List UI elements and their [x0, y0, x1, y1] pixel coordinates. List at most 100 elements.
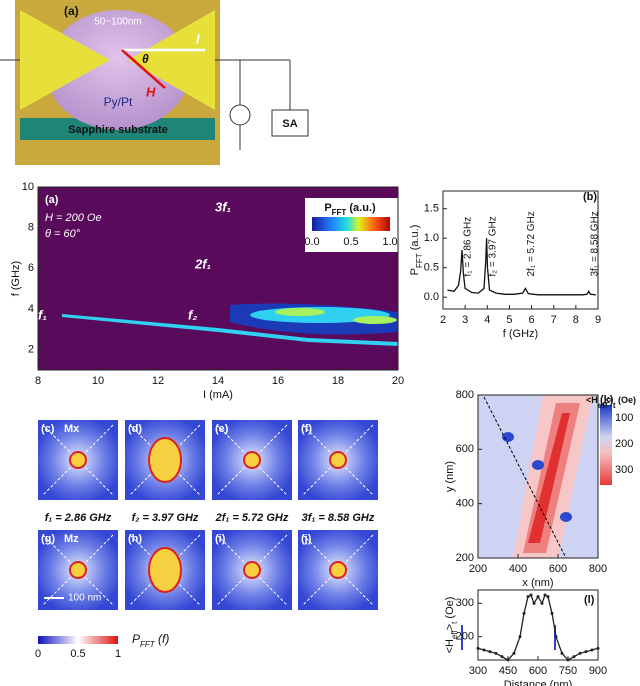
- annotation: θ = 60°: [45, 228, 81, 240]
- plot-frame: [477, 589, 599, 661]
- y-tick-label: 200: [456, 631, 474, 643]
- label-part: (a.u.): [346, 202, 376, 214]
- field-arrow: [121, 49, 166, 89]
- label-part: (f): [155, 632, 170, 646]
- y-tick-label: 600: [456, 443, 474, 455]
- label-part: t: [613, 401, 616, 410]
- y-tick-label: 200: [456, 552, 474, 564]
- spot: [560, 512, 572, 522]
- disk: [46, 10, 190, 130]
- x-tick-label: 2: [440, 314, 446, 326]
- label-part: FFT: [332, 208, 347, 217]
- series-line: [447, 238, 596, 296]
- mode: [69, 451, 87, 469]
- point: [596, 646, 600, 650]
- component-label: Mx: [64, 423, 80, 435]
- peak-label: f₂: [188, 307, 197, 322]
- frequency-label: 3f₁ = 8.58 GHz: [302, 512, 375, 524]
- point: [550, 611, 554, 615]
- colorbar-tick-label: 1.0: [382, 236, 397, 248]
- panel-label: (g): [41, 533, 55, 545]
- guide: [129, 534, 201, 606]
- y-tick-label: 0.5: [424, 262, 439, 274]
- colorbar-tick-label: 100: [615, 412, 633, 424]
- panel-label: (a): [45, 194, 59, 206]
- label-part: eff: [598, 401, 608, 410]
- label-part: P: [132, 632, 140, 646]
- peak-label: f₁: [38, 307, 47, 322]
- peak-label: 2f₁: [194, 256, 211, 271]
- colorbar: [312, 217, 390, 231]
- y-tick-label: 6: [28, 262, 34, 274]
- mode: [148, 547, 182, 593]
- x-tick-label: 3: [462, 314, 468, 326]
- x-tick-label: 10: [92, 375, 104, 387]
- x-tick-label: 600: [529, 665, 547, 677]
- mode: [148, 437, 182, 483]
- band: [353, 316, 397, 324]
- guide: [216, 534, 288, 606]
- x-tick-label: 8: [573, 314, 579, 326]
- panel-label: (h): [128, 533, 142, 545]
- label-part: FFT: [415, 253, 424, 268]
- source: [229, 104, 251, 126]
- panel-label: (b): [583, 191, 597, 203]
- label-part: P: [409, 268, 421, 275]
- colorbar: [600, 405, 612, 485]
- frequency-label: f₂ = 3.97 GHz: [132, 512, 199, 524]
- band: [62, 314, 398, 346]
- mode: [243, 561, 261, 579]
- peak-label: 3f₁: [215, 199, 231, 214]
- x-tick-label: 200: [469, 563, 487, 575]
- electrode: [20, 10, 110, 110]
- gap-label: 50~100nm: [94, 17, 142, 28]
- film-label: Py/Pt: [104, 95, 133, 109]
- y-tick-label: 400: [456, 498, 474, 510]
- y-tick-label: 1.5: [424, 203, 439, 215]
- y-tick-label: 2: [28, 344, 34, 356]
- label-part: (Oe): [615, 395, 636, 405]
- frequency-label: 2f₁ = 5.72 GHz: [215, 512, 289, 524]
- guide: [129, 424, 201, 496]
- x-tick-label: 7: [551, 314, 557, 326]
- guide: [129, 424, 201, 496]
- guide: [302, 424, 374, 496]
- y-axis-label: y (nm): [444, 461, 456, 492]
- point: [526, 595, 530, 599]
- y-tick-label: 800: [456, 389, 474, 401]
- analyzer-label: SA: [282, 118, 297, 130]
- heatmap-features: [62, 198, 398, 346]
- y-tick-label: 4: [28, 303, 34, 315]
- label-part: (Oe): [444, 597, 456, 622]
- point: [522, 611, 526, 615]
- x-tick-label: 750: [559, 665, 577, 677]
- guide: [42, 424, 114, 496]
- guide: [216, 424, 288, 496]
- series-line: [477, 594, 599, 661]
- mode: [243, 451, 261, 469]
- panel-label: (f): [301, 423, 312, 435]
- point: [560, 651, 564, 655]
- x-tick-label: 600: [549, 563, 567, 575]
- peak-label: 2f₁ = 5.72 GHz: [526, 211, 537, 276]
- label-part: <H: [444, 639, 456, 653]
- y-axis-label: f (GHz): [10, 261, 22, 296]
- mode: [329, 451, 347, 469]
- panel-label: (i): [215, 533, 226, 545]
- label-part: P: [324, 202, 331, 214]
- electrode: [128, 10, 215, 110]
- component-label: Mz: [64, 533, 79, 545]
- point: [546, 595, 550, 599]
- colorbar-label: <Heff>t (Oe): [586, 395, 636, 409]
- point: [532, 601, 536, 605]
- colorbar-tick-label: 0: [35, 648, 41, 660]
- point: [536, 595, 540, 599]
- x-axis-label: f (GHz): [503, 328, 538, 340]
- analyzer-box: [271, 109, 309, 137]
- y-tick-label: 1.0: [424, 232, 439, 244]
- colorbar: [38, 636, 118, 644]
- point: [494, 651, 498, 655]
- guide: [42, 534, 114, 606]
- point: [482, 648, 486, 652]
